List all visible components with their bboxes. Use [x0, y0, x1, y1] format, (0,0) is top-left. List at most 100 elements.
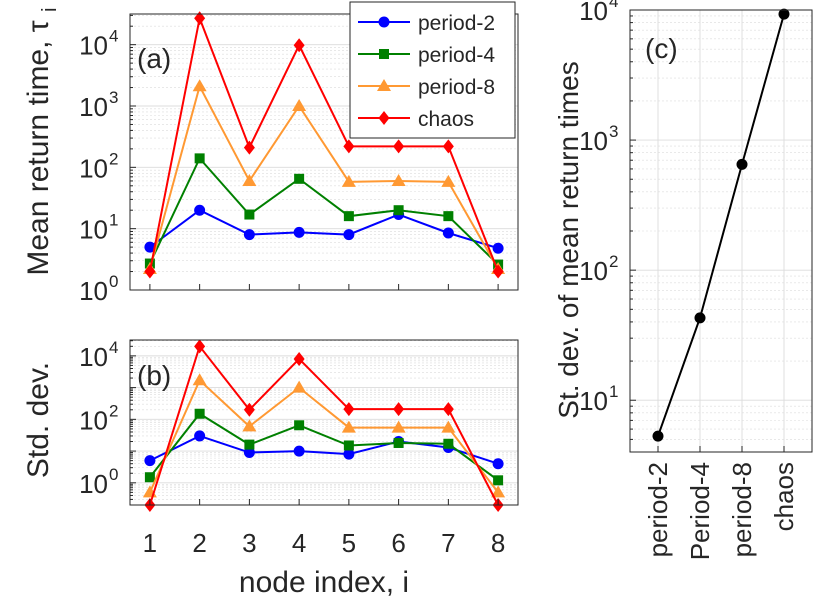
- legend-marker-chaos: [378, 111, 390, 125]
- legend: period-2 period-4 period-8 chaos: [349, 1, 516, 139]
- data-point-chaos: [492, 264, 504, 279]
- x-axis-label: node index, i: [239, 566, 409, 599]
- series-line-period-4: [149, 412, 499, 482]
- data-point-period-4: [443, 211, 454, 222]
- y-axis-label-text: St. dev. of mean return times: [553, 61, 584, 418]
- series-line-period-2: [149, 434, 499, 465]
- y-tick-exponent: 0: [109, 465, 118, 484]
- series-line-period-8: [148, 83, 499, 270]
- data-point-period-8: [441, 174, 456, 187]
- x-tick-label: chaos: [769, 462, 799, 531]
- panel-label: (a): [137, 43, 171, 74]
- series-line-chaos: [148, 14, 500, 272]
- x-tick-label: 6: [391, 528, 405, 558]
- y-tick-exponent: 4: [109, 27, 118, 46]
- data-point: [694, 312, 706, 324]
- data-point-period-2: [194, 430, 206, 442]
- data-point-period-4: [294, 173, 305, 184]
- series-line-period-2: [149, 209, 499, 250]
- data-point-chaos: [293, 351, 305, 366]
- data-point-period-8: [242, 173, 257, 186]
- y-tick-exponent: 4: [609, 0, 618, 11]
- series-period-4: [144, 408, 504, 486]
- series-line-period-4: [148, 156, 499, 266]
- legend-marker-period-4: [379, 49, 389, 59]
- data-point-chaos: [243, 402, 255, 417]
- data-point-period-8: [341, 420, 356, 433]
- y-tick-base: 10: [79, 92, 108, 122]
- y-axis-label-subscript: i: [39, 8, 61, 12]
- y-tick-label: 10 1: [79, 211, 118, 245]
- x-tick-label: 2: [192, 528, 206, 558]
- data-point-period-2: [343, 229, 355, 241]
- x-tick-label: 4: [292, 528, 306, 558]
- data-point-chaos: [442, 139, 454, 154]
- y-tick-base: 10: [79, 469, 108, 499]
- data-point-period-4: [343, 211, 354, 222]
- x-tick-label-group: period-2: [643, 462, 673, 557]
- axes-box: [129, 339, 519, 506]
- data-point-period-8: [292, 98, 307, 111]
- y-tick-exponent: 2: [109, 401, 118, 420]
- y-tick-label: 10 2: [79, 149, 118, 183]
- data-point-period-8: [391, 420, 406, 433]
- y-tick-base: 10: [79, 342, 108, 372]
- y-tick-exponent: 1: [609, 382, 618, 401]
- data-point-period-8: [441, 420, 456, 433]
- data-point-period-2: [442, 227, 454, 239]
- data-point-period-4: [393, 437, 404, 448]
- data-point-chaos: [442, 402, 454, 417]
- data-point-period-8: [192, 373, 207, 386]
- y-tick-base: 10: [79, 215, 108, 245]
- y-axis-label: Mean return time, τ i: [22, 8, 61, 276]
- y-tick-label: 10 2: [579, 252, 618, 286]
- y-tick-base: 10: [579, 126, 608, 156]
- data-point-period-8: [292, 380, 307, 393]
- series-chaos: [144, 11, 504, 279]
- data-point: [652, 430, 664, 442]
- x-tick-label: 8: [491, 528, 505, 558]
- y-tick-exponent: 1: [109, 211, 118, 230]
- data-point: [778, 8, 790, 20]
- y-tick-base: 10: [579, 386, 608, 416]
- y-tick-label: 10 2: [79, 401, 118, 435]
- data-point-period-4: [144, 472, 155, 483]
- x-tick-label-group: Period-4: [685, 462, 715, 560]
- y-axis-label-text: Mean return time, τ: [22, 20, 55, 275]
- axes-box: [129, 13, 519, 291]
- data-point-period-2: [144, 241, 156, 253]
- y-tick-exponent: 3: [109, 88, 118, 107]
- data-point-period-4: [244, 439, 255, 450]
- data-point-period-4: [443, 438, 454, 449]
- data-point-period-2: [492, 242, 504, 254]
- y-tick-exponent: 2: [609, 252, 618, 271]
- data-point-period-4: [194, 153, 205, 164]
- y-tick-base: 10: [79, 405, 108, 435]
- data-point-chaos: [293, 38, 305, 53]
- data-point: [736, 158, 748, 170]
- data-point-chaos: [343, 139, 355, 154]
- panel-label: (c): [645, 33, 678, 64]
- data-point-period-2: [492, 458, 504, 470]
- data-point-chaos: [243, 140, 255, 155]
- data-point-period-8: [341, 174, 356, 187]
- y-axis-label: Std. dev.: [22, 362, 55, 478]
- data-point-period-2: [194, 204, 206, 216]
- data-point-period-4: [294, 420, 305, 431]
- series-period-2: [144, 430, 504, 470]
- y-tick-base: 10: [579, 0, 608, 26]
- y-tick-label: 10 1: [579, 382, 618, 416]
- data-point-period-2: [243, 447, 255, 459]
- y-tick-label: 10 4: [579, 0, 618, 26]
- data-point-chaos: [343, 402, 355, 417]
- x-tick-label: 7: [441, 528, 455, 558]
- data-point-chaos: [194, 11, 206, 26]
- y-axis-label-text: Std. dev.: [22, 362, 55, 478]
- y-tick-label: 10 0: [79, 272, 118, 306]
- x-tick-label: period-2: [643, 462, 673, 557]
- y-tick-exponent: 0: [109, 272, 118, 291]
